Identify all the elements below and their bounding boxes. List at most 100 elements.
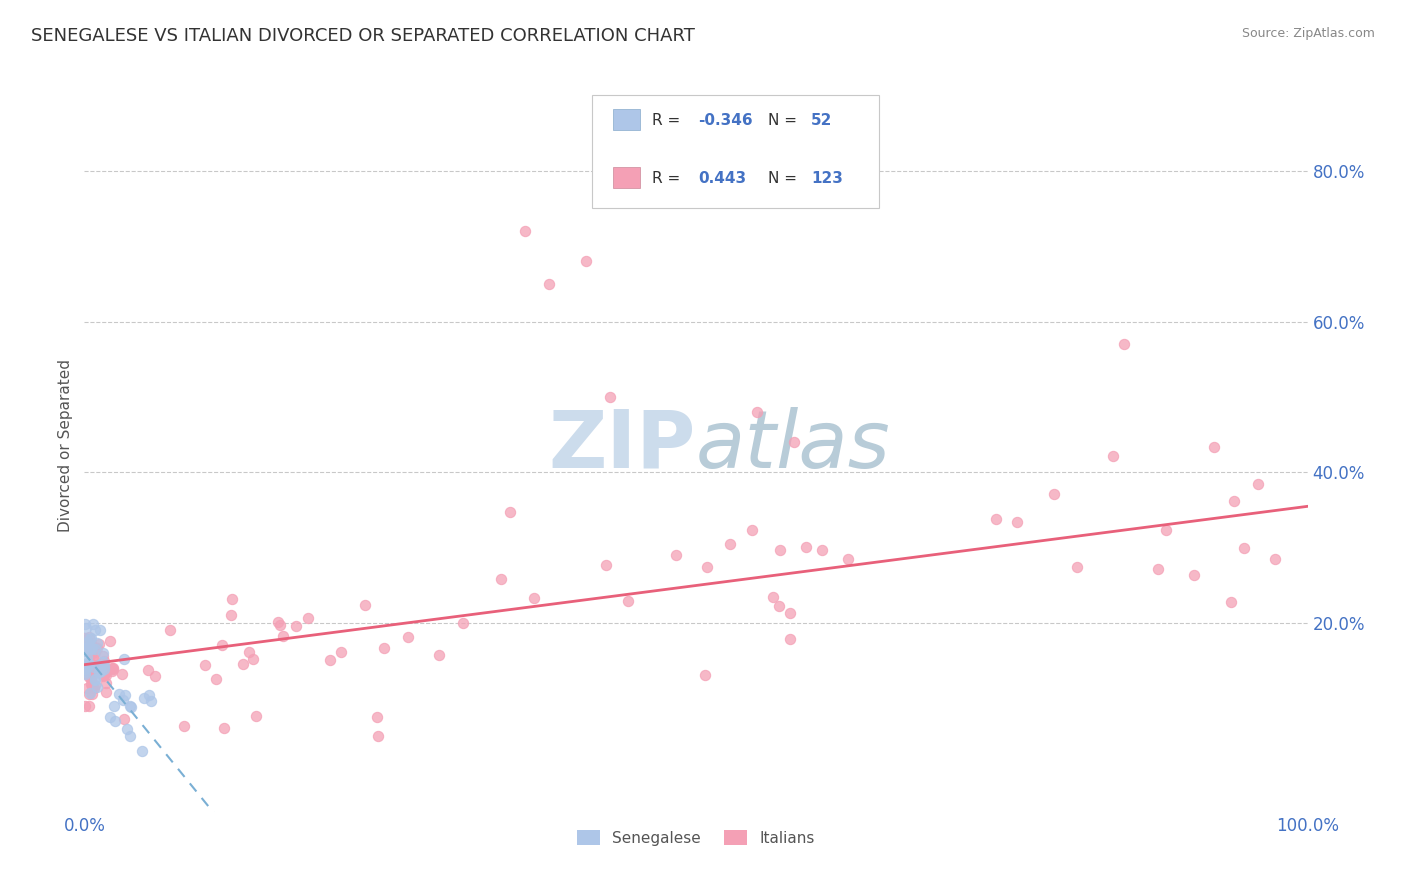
Point: [76, 656, 98, 670]
Point: [86, 663, 108, 677]
Point: [427, 648, 450, 663]
Point: [87, 658, 110, 673]
Point: [84, 672, 107, 686]
Point: [83, 665, 105, 679]
Point: [79, 648, 101, 662]
Point: [1043, 487, 1066, 501]
Point: [1202, 440, 1225, 454]
Point: [103, 698, 125, 713]
Point: [87, 665, 110, 680]
Point: [76, 660, 98, 674]
Point: [76, 642, 98, 657]
Point: [120, 700, 142, 714]
Point: [73, 667, 96, 681]
Point: [75, 665, 97, 679]
Point: [93, 654, 115, 668]
Point: [837, 552, 859, 566]
Point: [489, 573, 512, 587]
Point: [761, 591, 783, 605]
Point: [595, 558, 617, 572]
Point: [212, 721, 235, 735]
Point: [94, 665, 117, 680]
Point: [77, 670, 100, 684]
Point: [267, 615, 290, 630]
Point: [77, 630, 100, 644]
Point: [76, 681, 98, 695]
Point: [769, 543, 792, 558]
Point: [93, 667, 115, 681]
Point: [91, 648, 114, 663]
Point: [219, 608, 242, 623]
Point: [138, 688, 160, 702]
Point: [538, 277, 561, 291]
Text: N =: N =: [768, 113, 797, 128]
Point: [747, 405, 769, 419]
Point: [271, 629, 294, 643]
Point: [83, 681, 105, 695]
Point: [134, 691, 156, 706]
Point: [84, 659, 107, 673]
Point: [94, 676, 117, 690]
Point: [84, 642, 107, 657]
Point: [104, 714, 127, 729]
Point: [87, 638, 110, 652]
Point: [80, 631, 103, 645]
Point: [353, 598, 375, 612]
Text: ZIP: ZIP: [548, 407, 696, 485]
Point: [76, 657, 98, 671]
Point: [1220, 595, 1243, 609]
Point: [84, 678, 107, 692]
Point: [93, 659, 115, 673]
Point: [86, 636, 108, 650]
Point: [118, 729, 141, 743]
Point: [513, 224, 536, 238]
Point: [1247, 477, 1270, 491]
Point: [80, 636, 103, 650]
Legend: Senegalese, Italians: Senegalese, Italians: [571, 823, 821, 852]
Point: [111, 667, 134, 681]
Point: [94, 662, 117, 676]
Point: [1114, 337, 1136, 351]
Point: [232, 657, 254, 672]
Point: [77, 636, 100, 650]
Point: [1156, 523, 1178, 537]
Point: [84, 645, 107, 659]
Point: [173, 719, 195, 733]
Point: [75, 640, 97, 655]
Point: [112, 652, 135, 666]
Point: [319, 653, 342, 667]
Point: [794, 540, 817, 554]
Point: [499, 505, 522, 519]
Text: 123: 123: [811, 170, 842, 186]
Point: [75, 662, 97, 676]
Text: atlas: atlas: [696, 407, 891, 485]
Point: [143, 669, 166, 683]
Point: [83, 660, 105, 674]
Point: [101, 661, 124, 675]
Point: [80, 687, 103, 701]
Point: [75, 631, 97, 645]
FancyBboxPatch shape: [613, 109, 640, 130]
Point: [108, 687, 131, 701]
Point: [696, 559, 718, 574]
Point: [73, 643, 96, 657]
Point: [120, 699, 142, 714]
Point: [101, 662, 124, 676]
Point: [1264, 552, 1286, 566]
FancyBboxPatch shape: [613, 167, 640, 188]
Point: [984, 511, 1007, 525]
Point: [373, 640, 395, 655]
Point: [238, 645, 260, 659]
Point: [811, 543, 834, 558]
Point: [1233, 541, 1256, 555]
Text: 0.443: 0.443: [699, 170, 747, 186]
Point: [139, 693, 162, 707]
Point: [242, 652, 264, 666]
Point: [91, 669, 114, 683]
Point: [1005, 515, 1028, 529]
Text: 52: 52: [811, 113, 832, 128]
Text: R =: R =: [652, 113, 681, 128]
Point: [75, 698, 97, 713]
Point: [79, 686, 101, 700]
Point: [367, 729, 389, 743]
